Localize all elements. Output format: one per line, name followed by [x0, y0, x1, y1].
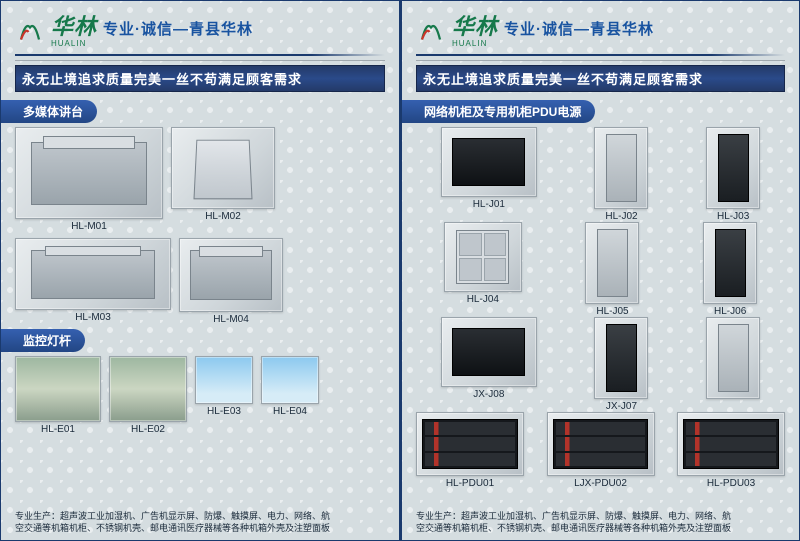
product-label: HL-E01 — [41, 424, 75, 435]
section-title-podiums: 多媒体讲台 — [15, 100, 97, 123]
footer-text: 专业生产：超声波工业加湿机、广告机显示屏、防爆、触摸屏、电力、网络、航 空交通等… — [416, 506, 785, 534]
section-title-racks: 网络机柜及专用机柜PDU电源 — [416, 100, 595, 123]
product-cell: HL-E01 — [15, 356, 101, 435]
product-grid-row3: JX-J08 JX-J07 — [416, 317, 785, 412]
footer-line1: 专业生产：超声波工业加湿机、广告机显示屏、防爆、触摸屏、电力、网络、航 — [416, 510, 785, 522]
product-label: HL-PDU03 — [707, 478, 755, 489]
product-grid-row2: HL-J04 HL-J05 HL-J06 — [416, 222, 785, 317]
catalog-page-right: 华林 HUALIN 专业·诚信—青县华林 永无止境追求质量完美一丝不苟满足顾客需… — [400, 0, 800, 541]
product-label: HL-M04 — [213, 314, 249, 325]
product-image — [706, 317, 760, 399]
product-image — [195, 356, 253, 404]
catalog-page-left: 华林 HUALIN 专业·诚信—青县华林 永无止境追求质量完美一丝不苟满足顾客需… — [0, 0, 400, 541]
brand-block: 华林 HUALIN — [51, 9, 97, 48]
product-cell: HL-M01 — [15, 127, 163, 232]
product-image — [171, 127, 275, 209]
product-label: HL-J04 — [467, 294, 499, 305]
footer-line2: 空交通等机箱机柜、不锈钢机壳、邮电通讯医疗器械等各种机箱外壳及注塑面板 — [416, 522, 785, 534]
product-label: HL-J02 — [605, 211, 637, 222]
product-cell: HL-E04 — [261, 356, 319, 435]
header-rule — [416, 54, 785, 56]
product-image — [585, 222, 639, 304]
product-image — [179, 238, 283, 312]
product-image — [15, 127, 163, 219]
product-image — [441, 317, 537, 387]
product-image — [547, 412, 655, 476]
footer-text: 专业生产：超声波工业加湿机、广告机显示屏、防爆、触摸屏、电力、网络、航 空交通等… — [15, 506, 385, 534]
quality-banner: 永无止境追求质量完美一丝不苟满足顾客需求 — [15, 65, 385, 92]
product-cell: HL-E03 — [195, 356, 253, 435]
product-image — [441, 127, 537, 197]
product-label: HL-M03 — [75, 312, 111, 323]
product-image — [706, 127, 760, 209]
header-rule — [15, 54, 385, 56]
product-cell — [706, 317, 760, 412]
product-cell: HL-E02 — [109, 356, 187, 435]
product-image — [261, 356, 319, 404]
product-image — [109, 356, 187, 422]
product-grid-podiums: HL-M01 HL-M02 HL-M03 HL-M04 — [15, 127, 385, 325]
product-cell: HL-J02 — [594, 127, 648, 222]
product-cell: HL-PDU03 — [677, 412, 785, 489]
product-cell: HL-J04 — [444, 222, 522, 317]
product-grid-lightpoles: HL-E01 HL-E02 HL-E03 HL-E04 — [15, 356, 385, 435]
product-label: HL-E04 — [273, 406, 307, 417]
product-label: HL-E03 — [207, 406, 241, 417]
product-cell: HL-PDU01 — [416, 412, 524, 489]
brand-name-cn: 华林 — [51, 9, 97, 41]
product-image — [594, 127, 648, 209]
header-subrule — [15, 60, 385, 61]
product-image — [594, 317, 648, 399]
product-cell: HL-J05 — [585, 222, 639, 317]
header-subrule — [416, 60, 785, 61]
product-grid-pdu: HL-PDU01 LJX-PDU02 HL-PDU03 — [416, 412, 785, 489]
product-cell: HL-J01 — [441, 127, 537, 222]
brand-name-cn: 华林 — [452, 9, 498, 41]
product-image — [416, 412, 524, 476]
product-cell: JX-J07 — [594, 317, 648, 412]
footer-line1: 专业生产：超声波工业加湿机、广告机显示屏、防爆、触摸屏、电力、网络、航 — [15, 510, 385, 522]
slogan-top: 专业·诚信—青县华林 — [504, 18, 654, 39]
product-cell: HL-M03 — [15, 238, 171, 325]
product-cell: HL-J03 — [706, 127, 760, 222]
product-label: JX-J08 — [473, 389, 504, 400]
header: 华林 HUALIN 专业·诚信—青县华林 — [416, 9, 785, 48]
product-cell: HL-M02 — [171, 127, 275, 232]
footer-line2: 空交通等机箱机柜、不锈钢机壳、邮电通讯医疗器械等各种机箱外壳及注塑面板 — [15, 522, 385, 534]
product-label: LJX-PDU02 — [574, 478, 627, 489]
product-cell: JX-J08 — [441, 317, 537, 412]
product-image — [677, 412, 785, 476]
header: 华林 HUALIN 专业·诚信—青县华林 — [15, 9, 385, 48]
slogan-top: 专业·诚信—青县华林 — [103, 18, 253, 39]
section-title-lightpoles: 监控灯杆 — [15, 329, 85, 352]
product-image — [444, 222, 522, 292]
product-label: HL-M02 — [205, 211, 241, 222]
product-label: HL-M01 — [71, 221, 107, 232]
product-image — [15, 238, 171, 310]
product-label: HL-E02 — [131, 424, 165, 435]
product-label: HL-J06 — [714, 306, 746, 317]
product-image — [703, 222, 757, 304]
product-label: JX-J07 — [606, 401, 637, 412]
quality-banner: 永无止境追求质量完美一丝不苟满足顾客需求 — [416, 65, 785, 92]
product-label: HL-J05 — [596, 306, 628, 317]
product-image — [15, 356, 101, 422]
hualin-logo-icon — [416, 14, 446, 44]
product-label: HL-J03 — [717, 211, 749, 222]
product-label: HL-PDU01 — [446, 478, 494, 489]
product-cell: HL-M04 — [179, 238, 283, 325]
brand-block: 华林 HUALIN — [452, 9, 498, 48]
hualin-logo-icon — [15, 14, 45, 44]
product-grid-row1: HL-J01 HL-J02 HL-J03 — [416, 127, 785, 222]
product-cell: LJX-PDU02 — [547, 412, 655, 489]
product-label: HL-J01 — [473, 199, 505, 210]
product-cell: HL-J06 — [703, 222, 757, 317]
